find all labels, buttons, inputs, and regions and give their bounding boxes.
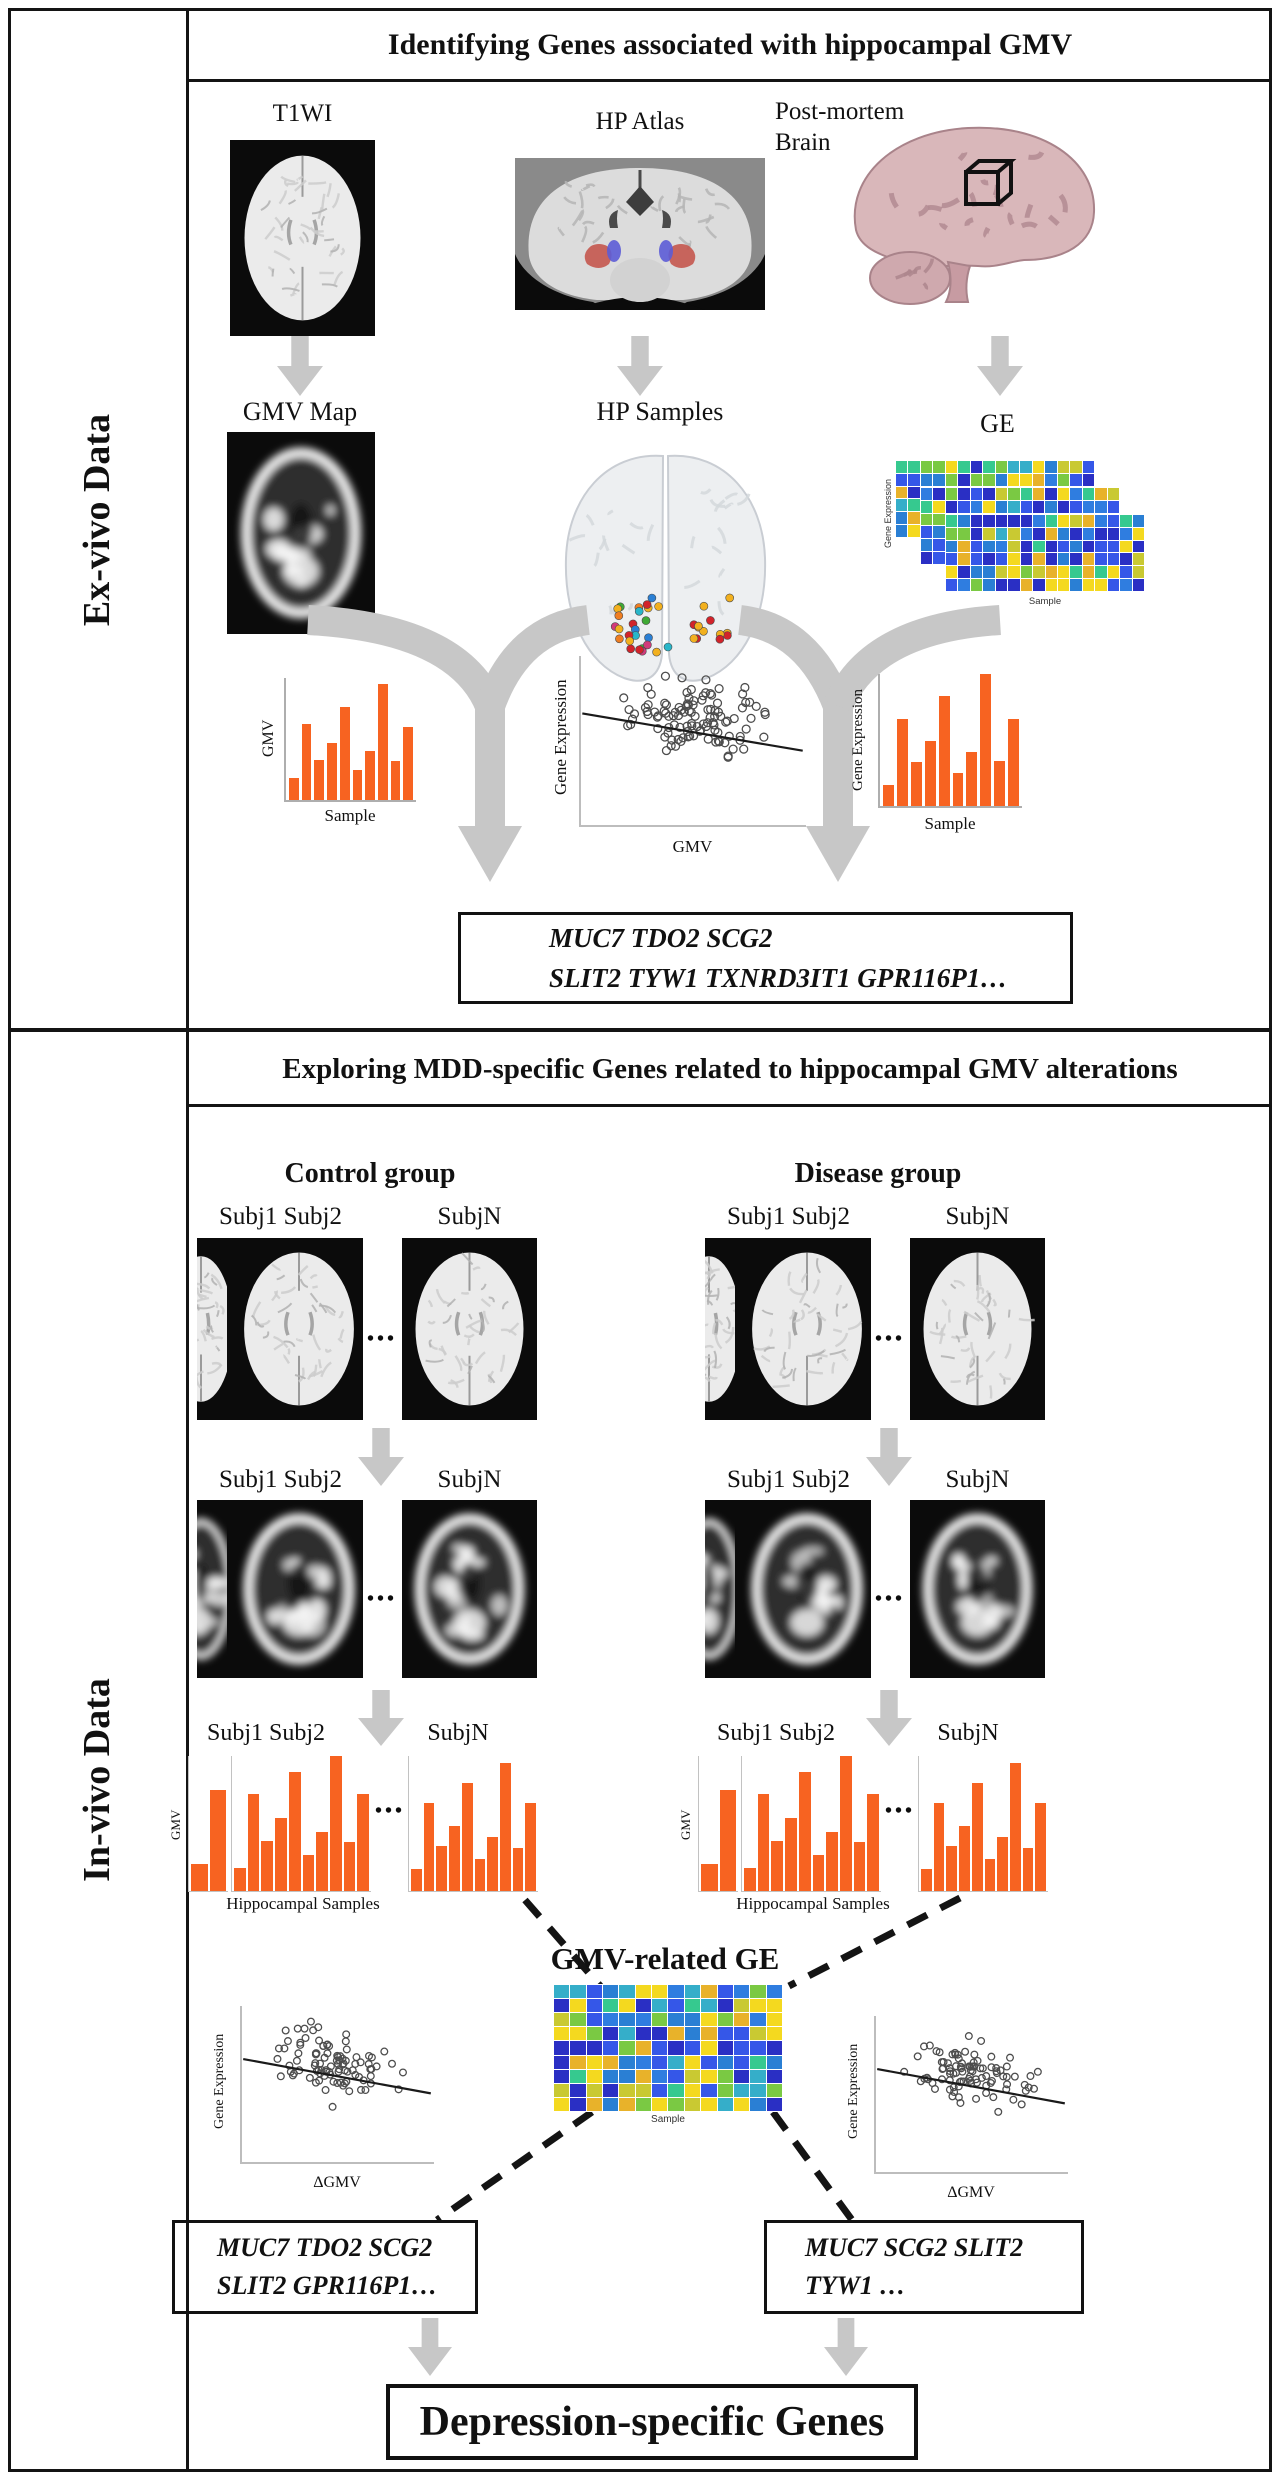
x-axis-label: GMV [672, 837, 713, 856]
ellipsis-dots: ••• [374, 1800, 405, 1822]
hp-samples-label: HP Samples [596, 397, 724, 426]
disease-t1-image-subjn [910, 1238, 1045, 1420]
subj12-label: Subj1 Subj2 [219, 1203, 342, 1230]
y-axis-label: GMV [260, 719, 277, 757]
hp-atlas-image [515, 158, 765, 310]
gene-list-line: SLIT2 GPR116P1… [217, 2271, 438, 2300]
postmortem-brain-label: Post-mortem Brain [775, 98, 905, 156]
control-gmv-image-subj12 [197, 1500, 363, 1678]
subj12-label: Subj1 Subj2 [219, 1466, 342, 1493]
disease-subj1-bars [698, 1756, 738, 1892]
gmv-related-ge-label: GMV-related GE [550, 1941, 780, 1976]
gmv-map-image [227, 432, 375, 634]
control-gmv-image-subjn [402, 1500, 537, 1678]
exvivo-ge-gmv-scatter: Gene Expression GMV [545, 652, 810, 857]
sidebar-divider [186, 8, 189, 2472]
gene-list-line: TYW1 … [805, 2271, 906, 2300]
ge-heatmap-layer-front [945, 514, 1145, 592]
x-axis-label: Sample [924, 814, 976, 833]
exvivo-gene-list-box: MUC7 TDO2 SCG2 SLIT2 TYW1 TXNRD3IT1 GPR1… [458, 912, 1073, 1004]
gmv-y-axis-label: GMV [168, 1809, 183, 1841]
ge-stack-x-axis-label: Sample [1028, 596, 1062, 607]
exvivo-ge-bar-chart: Gene Expression Sample [848, 672, 1028, 834]
ellipsis-dots: ••• [366, 1588, 397, 1610]
t1wi-image [230, 140, 375, 336]
invivo-title-separator [188, 1104, 1272, 1107]
subjn-label: SubjN [937, 1720, 999, 1746]
hippocampal-samples-label: Hippocampal Samples [736, 1894, 890, 1913]
subjn-label: SubjN [437, 1203, 502, 1230]
scatter-points [243, 2017, 432, 2111]
gmv-map-label: GMV Map [242, 397, 358, 426]
gene-list-line: MUC7 SCG2 SLIT2 [805, 2233, 1024, 2262]
disease-t1-image-subj12 [705, 1238, 871, 1420]
gmv-related-ge-heatmap [553, 1984, 783, 2112]
outer-border [8, 8, 1272, 2472]
y-axis-label: Gene Expression [551, 679, 570, 796]
subj12-label: Subj1 Subj2 [206, 1720, 326, 1746]
scatter-points [877, 2032, 1066, 2116]
control-group-label: Control group [284, 1158, 456, 1189]
subjn-label: SubjN [427, 1720, 489, 1746]
disease-gmv-image-subj12 [705, 1500, 871, 1678]
y-axis-label: Gene Expression [212, 2033, 227, 2129]
ellipsis-dots: ••• [884, 1800, 915, 1822]
merge-arrow-icon [307, 605, 1001, 882]
heatmap-x-axis-label: Sample [651, 2114, 685, 2125]
x-axis-label: ΔGMV [947, 2184, 995, 2201]
exvivo-title-separator [188, 79, 1272, 82]
ellipsis-dots: ••• [874, 1328, 905, 1350]
y-axis-label: Gene Expression [850, 688, 866, 792]
subj12-label: Subj1 Subj2 [727, 1203, 850, 1230]
disease-subj2-bars [741, 1756, 881, 1892]
scatter-points [582, 671, 803, 762]
subjn-label: SubjN [945, 1466, 1010, 1493]
disease-subjn-bars [918, 1756, 1048, 1892]
gene-list-line: SLIT2 TYW1 TXNRD3IT1 GPR116P1… [549, 963, 1008, 993]
control-t1-image-subjn [402, 1238, 537, 1420]
y-axis-label: Gene Expression [846, 2043, 861, 2139]
control-gene-list-box: MUC7 TDO2 SCG2 SLIT2 GPR116P1… [172, 2220, 478, 2314]
subj12-label: Subj1 Subj2 [727, 1466, 850, 1493]
sidebar-label-invivo: In-vivo Data [76, 1678, 118, 1882]
control-subj1-bars [188, 1756, 228, 1892]
ge-heatmap-stack: Gene Expression Sample [883, 460, 1170, 628]
control-t1-image-subj12 [197, 1238, 363, 1420]
subjn-label: SubjN [945, 1203, 1010, 1230]
exvivo-panel-title: Identifying Genes associated with hippoc… [387, 28, 1073, 61]
x-axis-label: ΔGMV [313, 2174, 361, 2191]
ge-stack-y-axis-label: Gene Expression [883, 478, 893, 549]
exvivo-gmv-bar-chart: GMV Sample [258, 676, 418, 826]
gmv-y-axis-label: GMV [678, 1809, 693, 1841]
disease-group-label: Disease group [794, 1158, 962, 1189]
hippocampal-samples-label: Hippocampal Samples [226, 1894, 380, 1913]
bar-series [286, 678, 416, 800]
sidebar-label-exvivo: Ex-vivo Data [76, 413, 118, 627]
disease-ge-dgmv-scatter: Gene Expression ΔGMV [842, 2012, 1070, 2202]
gene-list-line: MUC7 TDO2 SCG2 [549, 923, 773, 953]
t1wi-label: T1WI [272, 100, 333, 127]
ge-label: GE [980, 409, 1015, 438]
gene-list-line: MUC7 TDO2 SCG2 [217, 2233, 433, 2262]
control-subjn-bars [408, 1756, 538, 1892]
invivo-panel-title: Exploring MDD-specific Genes related to … [282, 1052, 1178, 1085]
control-subj2-bars [231, 1756, 371, 1892]
bar-series [880, 674, 1022, 806]
disease-gmv-image-subjn [910, 1500, 1045, 1678]
x-axis-label: Sample [324, 806, 376, 825]
ellipsis-dots: ••• [874, 1588, 905, 1610]
panel-divider [8, 1028, 1272, 1032]
subj12-label: Subj1 Subj2 [716, 1720, 836, 1746]
dashed-connector-lines [434, 1894, 962, 2223]
subjn-label: SubjN [437, 1466, 502, 1493]
control-ge-dgmv-scatter: Gene Expression ΔGMV [208, 2002, 436, 2192]
disease-gene-list-box: MUC7 SCG2 SLIT2 TYW1 … [764, 2220, 1084, 2314]
ellipsis-dots: ••• [366, 1328, 397, 1350]
hp-atlas-label: HP Atlas [595, 108, 685, 135]
postmortem-brain-image [828, 112, 1123, 340]
depression-specific-genes-box: Depression-specific Genes [386, 2384, 918, 2460]
